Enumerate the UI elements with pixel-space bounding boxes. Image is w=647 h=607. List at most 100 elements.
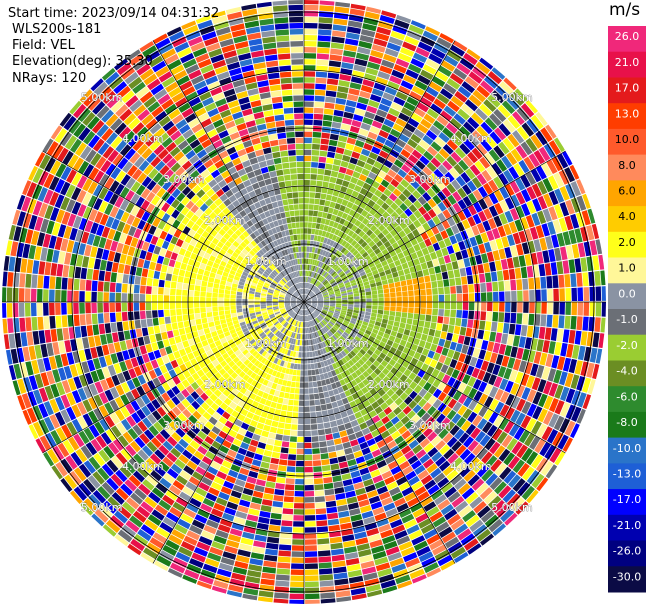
- gate-cell: [337, 172, 345, 180]
- gate-cell: [472, 414, 483, 427]
- gate-cell: [304, 491, 315, 497]
- gate-cell: [313, 312, 318, 317]
- gate-cell: [305, 581, 319, 588]
- gate-cell: [413, 338, 421, 346]
- gate-cell: [340, 247, 347, 254]
- gate-cell: [248, 296, 254, 300]
- gate-cell: [412, 319, 419, 326]
- gate-cell: [345, 346, 352, 353]
- gate-cell: [292, 369, 297, 376]
- gate-cell: [326, 238, 332, 245]
- gate-cell: [298, 406, 304, 412]
- gate-cell: [386, 154, 397, 164]
- gate-cell: [404, 174, 414, 184]
- gate-cell: [403, 329, 411, 336]
- gate-cell: [534, 438, 546, 454]
- gate-cell: [332, 164, 340, 172]
- gate-cell: [587, 379, 597, 395]
- gate-cell: [312, 312, 317, 318]
- gate-cell: [517, 481, 531, 497]
- gate-cell: [410, 357, 419, 366]
- gate-cell: [305, 303, 310, 308]
- gate-cell: [365, 237, 373, 244]
- gate-cell: [493, 376, 503, 388]
- gate-cell: [317, 304, 323, 307]
- gate-cell: [2, 303, 7, 318]
- gate-cell: [503, 452, 516, 466]
- gate-cell: [304, 376, 309, 382]
- gate-cell: [371, 352, 379, 360]
- gate-cell: [282, 435, 290, 442]
- gate-cell: [494, 189, 504, 202]
- gate-cell: [476, 126, 489, 139]
- gate-cell: [295, 466, 304, 473]
- gate-cell: [415, 234, 424, 244]
- gate-cell: [454, 478, 467, 491]
- gate-cell: [447, 194, 457, 205]
- gate-cell: [452, 351, 461, 361]
- gate-cell: [431, 281, 438, 289]
- gate-cell: [508, 423, 520, 437]
- gate-cell: [537, 408, 548, 423]
- gate-cell: [457, 259, 465, 269]
- gate-cell: [407, 284, 414, 291]
- gate-cell: [305, 303, 310, 308]
- gate-cell: [543, 193, 553, 208]
- gate-cell: [497, 104, 511, 118]
- gate-cell: [323, 304, 330, 306]
- gate-cell: [497, 366, 507, 378]
- gate-cell: [486, 230, 495, 241]
- gate-cell: [345, 284, 352, 289]
- gate-cell: [324, 300, 330, 302]
- gate-cell: [441, 187, 452, 198]
- gate-cell: [311, 304, 317, 307]
- gate-cell: [462, 196, 473, 207]
- gate-cell: [403, 143, 415, 154]
- gate-cell: [468, 310, 475, 320]
- gate-cell: [122, 321, 129, 331]
- gate-cell: [406, 30, 422, 41]
- gate-cell: [338, 282, 344, 287]
- gate-cell: [304, 252, 307, 258]
- gate-cell: [469, 519, 484, 533]
- gate-cell: [310, 253, 315, 259]
- gate-cell: [548, 341, 556, 355]
- gate-cell: [400, 317, 407, 324]
- gate-cell: [426, 366, 435, 375]
- gate-cell: [481, 469, 494, 482]
- gate-cell: [379, 14, 395, 24]
- gate-cell: [316, 180, 323, 187]
- gate-cell: [551, 355, 560, 369]
- gate-cell: [304, 41, 317, 47]
- gate-cell: [511, 290, 517, 302]
- gate-cell: [478, 210, 487, 222]
- gate-cell: [407, 312, 414, 319]
- gate-cell: [300, 376, 304, 382]
- gate-cell: [440, 331, 447, 340]
- gate-cell: [356, 279, 363, 285]
- gate-cell: [386, 224, 394, 232]
- gate-cell: [309, 292, 314, 297]
- gate-cell: [289, 599, 304, 604]
- gate-cell: [388, 262, 396, 269]
- gate-cell: [444, 486, 457, 498]
- gate-cell: [408, 424, 418, 434]
- gate-cell: [428, 81, 443, 93]
- gate-cell: [493, 302, 499, 312]
- gate-cell: [275, 403, 283, 410]
- gate-cell: [274, 439, 282, 447]
- gate-cell: [538, 264, 546, 277]
- gate-cell: [313, 279, 317, 285]
- gate-cell: [457, 210, 467, 221]
- gate-cell: [520, 141, 533, 156]
- gate-cell: [450, 95, 464, 108]
- gate-cell: [262, 455, 271, 463]
- gate-cell: [473, 402, 483, 414]
- gate-cell: [432, 378, 442, 388]
- gate-cell: [451, 261, 459, 270]
- gate-cell: [483, 383, 493, 396]
- gate-cell: [469, 236, 478, 247]
- gate-cell: [442, 406, 452, 417]
- gate-cell: [430, 103, 443, 115]
- gate-cell: [554, 384, 564, 399]
